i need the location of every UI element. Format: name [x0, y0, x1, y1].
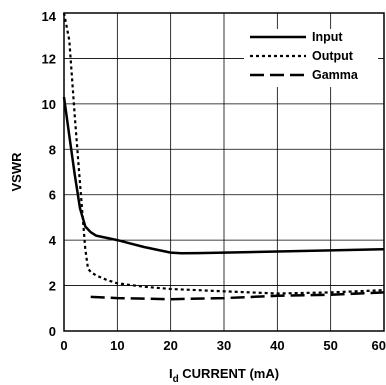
y-tick-label: 4: [49, 233, 57, 248]
legend-label-gamma: Gamma: [312, 68, 359, 82]
x-tick-label: 0: [60, 338, 67, 353]
y-tick-label: 2: [49, 279, 56, 294]
x-tick-label: 50: [323, 338, 337, 353]
x-tick-label: 10: [110, 338, 124, 353]
x-axis-title-main: I: [169, 366, 173, 381]
legend-label-output: Output: [312, 49, 354, 63]
series-line-input: [62, 96, 385, 255]
y-tick-label: 6: [49, 188, 56, 203]
y-tick-label: 12: [42, 51, 56, 66]
y-tick-label: 0: [49, 324, 56, 339]
x-axis-title: Id CURRENT (mA): [169, 366, 279, 385]
x-tick-label: 40: [270, 338, 284, 353]
y-tick-label: 8: [49, 142, 56, 157]
legend-box: [244, 29, 378, 87]
plot-frame: [63, 12, 385, 332]
x-tick-label: 30: [217, 338, 231, 353]
legend-label-input: Input: [312, 30, 343, 44]
y-tick-label: 14: [42, 9, 57, 24]
x-tick-labels: 0 10 20 30 40 50 60: [60, 338, 386, 353]
y-tick-labels: 0 2 4 6 8 10 12 14: [42, 9, 57, 339]
x-tick-label: 20: [163, 338, 177, 353]
x-axis-title-rest: CURRENT (mA): [179, 366, 279, 381]
x-tick-label: 60: [372, 338, 386, 353]
legend: Input Output Gamma: [244, 29, 378, 87]
y-tick-label: 10: [42, 97, 56, 112]
x-axis-title-subscript: d: [173, 374, 179, 385]
y-axis-title: VSWR: [9, 152, 24, 192]
series-line-gamma: [90, 291, 385, 301]
series-layer: [62, 12, 385, 301]
